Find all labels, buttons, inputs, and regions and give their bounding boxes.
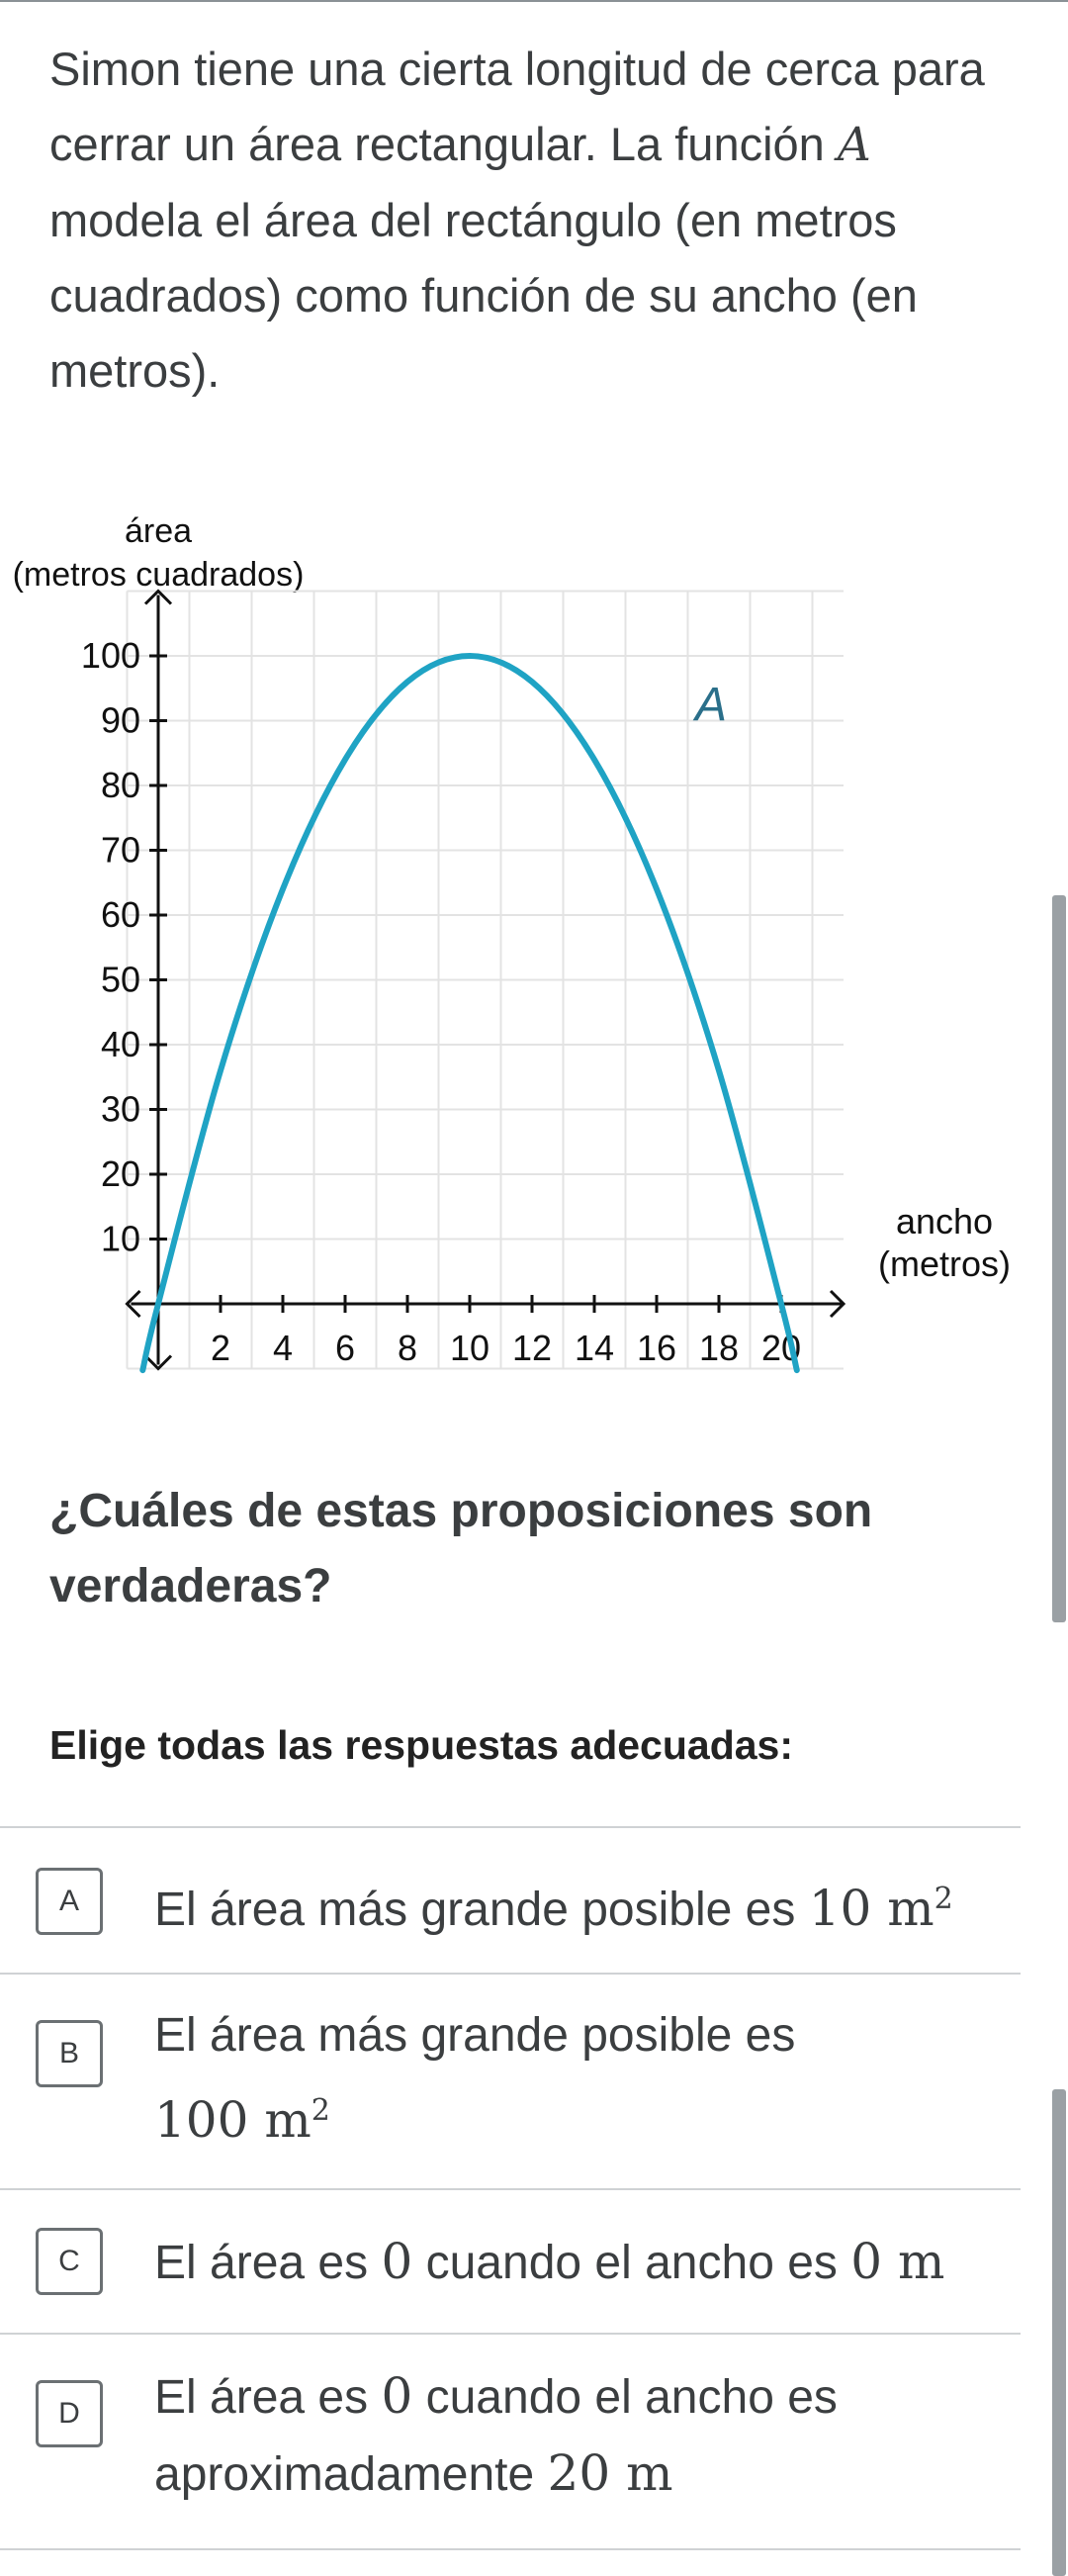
- intro-text-before: Simon tiene una cierta longitud de cerca…: [49, 43, 985, 170]
- choice-text-segment: El área más grande posible es: [154, 1884, 809, 1936]
- x-tick-label: 6: [335, 1328, 355, 1368]
- x-tick-label: 4: [273, 1328, 293, 1368]
- x-axis-arrow-left: [125, 1289, 141, 1319]
- problem-statement: Simon tiene una cierta longitud de cerca…: [49, 32, 1019, 409]
- y-tick-label: 40: [101, 1024, 140, 1064]
- choice-text: El área más grande posible es 100 m2: [154, 1998, 995, 2160]
- choice-d[interactable]: D El área es 0 cuando el ancho es aproxim…: [0, 2333, 1021, 2550]
- area-function-graph: área (metros cuadrados) 2 4 6 8 10 12 14 16 18 20…: [13, 512, 1011, 1374]
- math-expression: 10 m: [808, 1880, 934, 1937]
- y-axis-label-line2: (metros cuadrados): [13, 556, 305, 594]
- y-axis-arrow-up: [143, 589, 173, 605]
- choice-text: El área es 0 cuando el ancho es aproxima…: [154, 2358, 995, 2513]
- choice-letter-box[interactable]: C: [36, 2228, 103, 2295]
- choice-text: El área es 0 cuando el ancho es 0 m: [154, 2224, 995, 2301]
- choice-b[interactable]: B El área más grande posible es 100 m2: [0, 1973, 1021, 2188]
- function-label: A: [692, 679, 727, 731]
- x-tick-label: 18: [699, 1328, 739, 1368]
- instruction-text: Elige todas las respuestas adecuadas:: [49, 1722, 793, 1768]
- x-tick-label: 14: [575, 1328, 614, 1368]
- math-expression: 20 m: [547, 2444, 673, 2502]
- intro-text-after: modela el área del rectángulo (en metros…: [49, 194, 918, 397]
- curve-layer: [139, 652, 800, 1374]
- y-tick-label: 50: [101, 960, 140, 1000]
- choice-text: El área más grande posible es 10 m2: [154, 1862, 995, 1948]
- math-expression: 0: [381, 2367, 413, 2425]
- y-tick-label: 100: [81, 635, 140, 676]
- math-expression: 100 m: [154, 2091, 312, 2149]
- function-variable: A: [837, 118, 871, 172]
- x-tick-label: 16: [637, 1328, 676, 1368]
- choice-text-segment: cuando el ancho es: [412, 2237, 851, 2289]
- y-tick-label: 20: [101, 1153, 140, 1194]
- y-axis-label-line1: área: [125, 512, 192, 550]
- x-axis-label-line1: ancho: [896, 1201, 993, 1242]
- y-tick-label: 80: [101, 765, 140, 805]
- x-tick-label: 2: [211, 1328, 230, 1368]
- choice-letter-box[interactable]: A: [36, 1868, 103, 1935]
- y-tick-label: 70: [101, 830, 140, 871]
- scrollbar-thumb-lower[interactable]: [1052, 2089, 1066, 2576]
- choice-text-segment: El área más grande posible es: [154, 2009, 796, 2062]
- x-axis-arrow-right: [829, 1289, 846, 1319]
- x-axis-label-line2: (metros): [878, 1243, 1011, 1284]
- grid: [126, 590, 844, 1370]
- answer-choices: A El área más grande posible es 10 m2 B El …: [0, 1826, 1021, 2550]
- x-tick-label: 10: [450, 1328, 490, 1368]
- y-axis-arrow-down: [143, 1354, 173, 1371]
- choice-text-segment: El área es: [154, 2371, 382, 2424]
- choice-text-segment: cuando el ancho es aproximadamente: [154, 2371, 838, 2501]
- y-tick-label: 10: [101, 1219, 140, 1259]
- choice-a[interactable]: A El área más grande posible es 10 m2: [0, 1826, 1021, 1973]
- math-expression: 2: [311, 2093, 330, 2128]
- choice-letter-box[interactable]: B: [36, 2020, 103, 2087]
- math-expression: 0 m: [850, 2233, 945, 2290]
- y-tick-label: 90: [101, 700, 140, 741]
- math-expression: 0: [381, 2233, 413, 2290]
- choice-c[interactable]: C El área es 0 cuando el ancho es 0 m: [0, 2188, 1021, 2333]
- y-tick-label: 60: [101, 894, 140, 935]
- x-tick-label: 8: [398, 1328, 417, 1368]
- function-curve: [139, 652, 800, 1374]
- scrollbar-thumb-upper[interactable]: [1052, 895, 1066, 1622]
- top-divider: [0, 0, 1068, 2]
- x-tick-label: 12: [512, 1328, 552, 1368]
- choice-text-segment: El área es: [154, 2237, 382, 2289]
- question-text: ¿Cuáles de estas proposiciones son verda…: [49, 1485, 873, 1612]
- y-tick-label: 30: [101, 1089, 140, 1130]
- choice-letter-box[interactable]: D: [36, 2380, 103, 2447]
- math-expression: 2: [934, 1882, 953, 1916]
